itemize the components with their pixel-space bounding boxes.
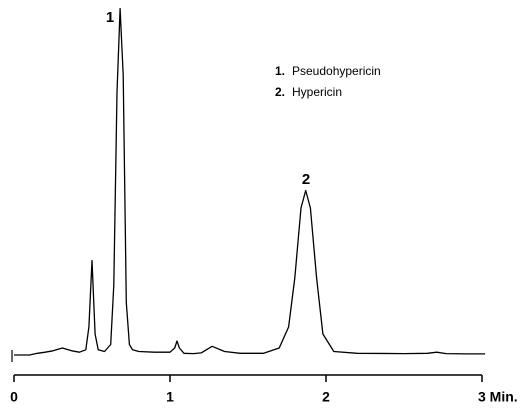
legend-number: 2. [275,85,285,99]
x-tick-label: 0 [10,389,18,405]
peak-label: 2 [302,171,310,188]
chromatogram-trace [14,7,486,356]
legend-name: Pseudohypericin [292,64,381,78]
legend-number: 1. [275,64,285,78]
x-tick-label: 2 [322,389,330,405]
peak-label: 1 [106,9,114,26]
x-tick-label: 3 Min. [478,389,518,405]
legend-name: Hypericin [292,85,342,99]
x-tick-label: 1 [166,389,174,405]
